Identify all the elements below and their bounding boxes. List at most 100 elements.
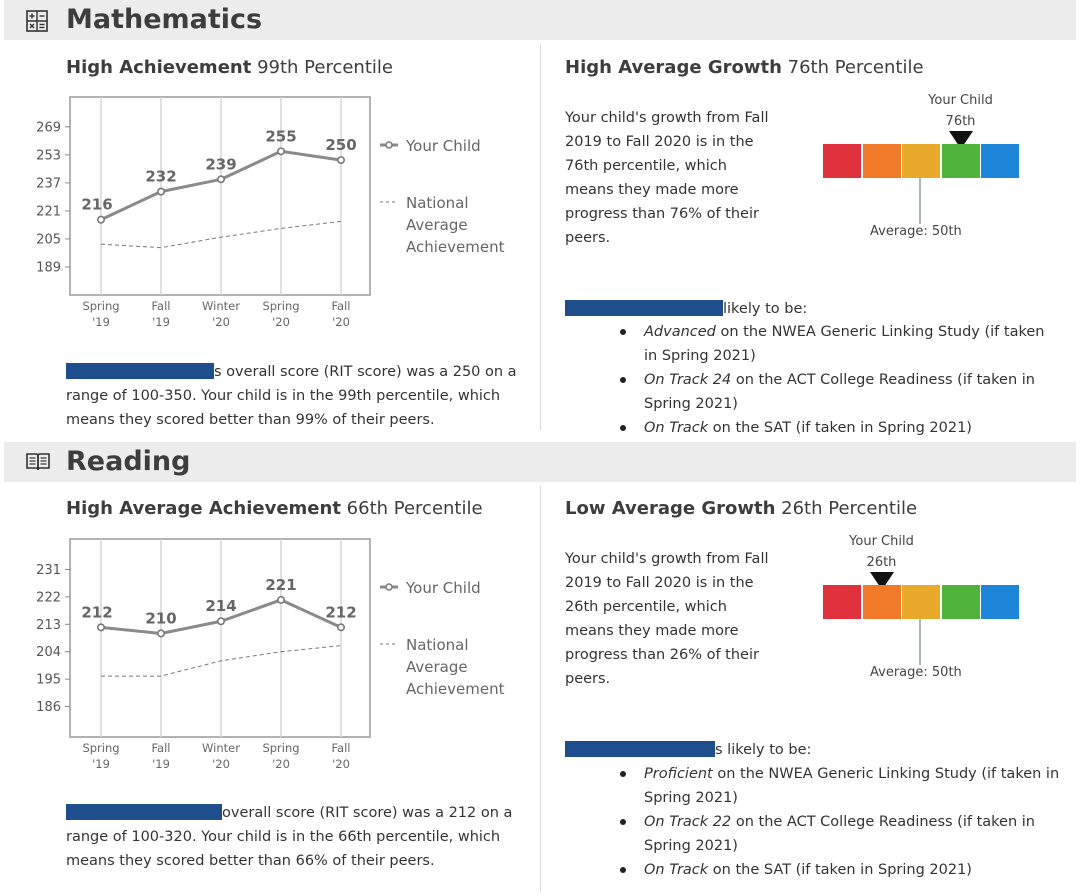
- data-point: [217, 617, 226, 626]
- math-likely-line: likely to be:: [565, 298, 807, 320]
- gauge-marker-label: Your Child 76th: [911, 90, 1011, 132]
- gauge-segment: [902, 585, 940, 619]
- gauge-segment: [902, 144, 940, 178]
- gauge-average-line: [919, 619, 921, 665]
- section-header-reading: Reading: [4, 442, 1076, 482]
- projection-level: On Track: [644, 862, 709, 878]
- gauge-marker-value: 26th: [866, 555, 897, 570]
- data-point: [157, 187, 166, 196]
- data-point: [217, 175, 226, 184]
- bullet-icon: [620, 819, 626, 825]
- gauge-marker-label: Your Child 26th: [832, 531, 932, 573]
- y-tick-label: 205: [36, 232, 61, 247]
- math-growth-gauge: Your Child 76th Average: 50th: [818, 92, 1023, 242]
- bullet-icon: [620, 329, 626, 335]
- y-tick-label: 221: [36, 204, 61, 219]
- y-tick-label: 195: [36, 673, 61, 688]
- gauge-segment: [981, 144, 1019, 178]
- y-tick-label: 231: [36, 563, 61, 578]
- legend-child-marker: [385, 141, 393, 149]
- gauge-average-label: Average: 50th: [870, 665, 962, 680]
- x-tick-label: Fall '20: [332, 299, 351, 329]
- list-item: Proficient on the NWEA Generic Linking S…: [620, 762, 1060, 810]
- reading-growth-gauge: Your Child 26th Average: 50th: [818, 533, 1023, 683]
- math-achievement-title: High Achievement 99th Percentile: [66, 57, 393, 78]
- projection-detail: on the ACT College Readiness (if taken i…: [644, 372, 1035, 412]
- y-tick-label: 213: [36, 618, 61, 633]
- reading-growth-title: Low Average Growth 26th Percentile: [565, 498, 918, 519]
- gauge-marker-caption: Your Child: [849, 534, 914, 549]
- plot-frame: [69, 96, 371, 296]
- legend-child-marker: [385, 583, 393, 591]
- reading-achievement-chart: Spring '19 Fall '19 Winter '20 Spring '20 Fall '2…: [30, 536, 510, 786]
- x-tick-label: Spring '19: [82, 741, 119, 771]
- gauge-segment: [862, 585, 901, 619]
- plot-frame: [69, 538, 371, 738]
- math-achievement-summary: s overall score (RIT score) was a 250 on…: [66, 363, 517, 428]
- redacted-name: [565, 300, 723, 316]
- data-label: 250: [325, 136, 356, 154]
- math-growth-title: High Average Growth 76th Percentile: [565, 57, 924, 78]
- list-item: On Track on the SAT (if taken in Spring …: [620, 858, 1060, 882]
- list-item: On Track 22 on the ACT College Readiness…: [620, 810, 1060, 858]
- data-label: 255: [265, 127, 296, 145]
- book-icon: [26, 452, 50, 472]
- national-average-line: [101, 645, 342, 677]
- data-point: [336, 156, 345, 165]
- data-label: 232: [145, 168, 176, 186]
- x-tick-label: Fall '20: [332, 741, 351, 771]
- redacted-name: [66, 804, 222, 820]
- x-tick-label: Fall '19: [152, 741, 171, 771]
- gauge-segment: [981, 585, 1019, 619]
- data-point: [157, 629, 166, 638]
- reading-likely-line: s likely to be:: [565, 739, 811, 761]
- legend-child-label: Your Child: [405, 579, 481, 597]
- national-average-line: [100, 220, 342, 249]
- projection-detail: on the NWEA Generic Linking Study (if ta…: [644, 324, 1045, 364]
- reading-projection-list: Proficient on the NWEA Generic Linking S…: [620, 762, 1060, 882]
- list-item: On Track on the SAT (if taken in Spring …: [620, 416, 1060, 440]
- y-tick-label: 269: [36, 120, 61, 135]
- x-tick-label: Spring '19: [82, 299, 119, 329]
- data-label: 212: [81, 603, 112, 621]
- gauge-average-line: [919, 178, 921, 224]
- arrow-shape: [869, 572, 894, 590]
- x-tick-label: Winter '20: [202, 299, 240, 329]
- gauge-marker-caption: Your Child: [928, 93, 993, 108]
- calculator-icon: [26, 10, 48, 32]
- x-tick-label: Spring '20: [262, 741, 299, 771]
- data-label: 212: [325, 603, 356, 621]
- projection-level: On Track: [644, 420, 709, 436]
- gauge-segment: [941, 585, 980, 619]
- x-tick-label: Fall '19: [152, 299, 171, 329]
- bullet-icon: [620, 425, 626, 431]
- legend-child-label: Your Child: [405, 137, 481, 155]
- y-tick-label: 237: [36, 176, 61, 191]
- projection-level: On Track 24: [644, 372, 732, 388]
- legend-national-label: Average: [406, 216, 468, 234]
- data-label: 221: [265, 576, 296, 594]
- data-label: 216: [81, 196, 112, 214]
- legend-national-label: National: [406, 636, 469, 654]
- math-growth-text: Your child's growth from Fall 2019 to Fa…: [565, 110, 769, 246]
- column-divider: [540, 486, 541, 892]
- gauge-segment: [823, 144, 861, 178]
- projection-detail: on the ACT College Readiness (if taken i…: [644, 814, 1035, 854]
- reading-achievement-summary: overall score (RIT score) was a 212 on a…: [66, 804, 513, 869]
- line-chart-svg: Spring '19 Fall '19 Winter '20 Spring '20 Fall '2…: [36, 538, 505, 771]
- gauge-marker-arrow: [948, 131, 973, 149]
- data-label: 214: [205, 597, 236, 615]
- section-title-reading: Reading: [66, 446, 191, 477]
- gauge-average-label: Average: 50th: [870, 224, 962, 239]
- section-header-math: Mathematics: [4, 0, 1076, 40]
- data-point: [277, 595, 286, 604]
- projection-detail: on the SAT (if taken in Spring 2021): [708, 862, 972, 878]
- math-projection-list: Advanced on the NWEA Generic Linking Stu…: [620, 320, 1060, 440]
- gauge-segment: [862, 144, 901, 178]
- bullet-icon: [620, 771, 626, 777]
- y-tick-label: 253: [36, 148, 61, 163]
- projection-detail: on the SAT (if taken in Spring 2021): [708, 420, 972, 436]
- list-item: On Track 24 on the ACT College Readiness…: [620, 368, 1060, 416]
- gauge-marker-value: 76th: [945, 114, 976, 129]
- x-tick-label: Winter '20: [202, 741, 240, 771]
